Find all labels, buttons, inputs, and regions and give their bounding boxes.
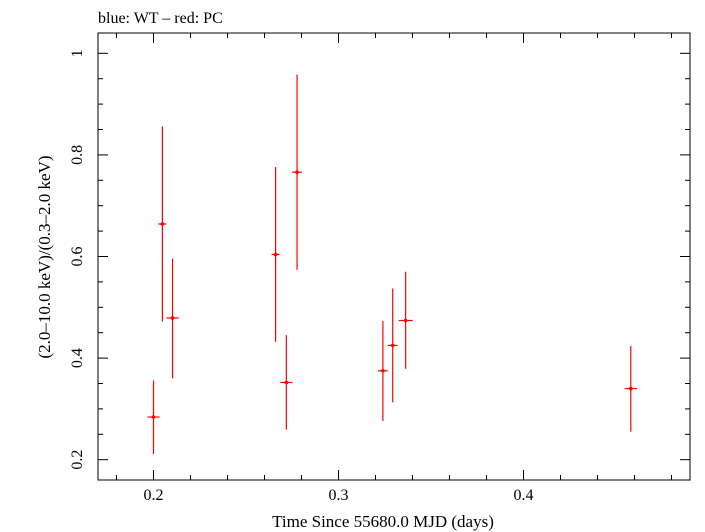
plot-frame (97, 32, 691, 481)
point-marker (284, 380, 289, 385)
x-axis-label: Time Since 55680.0 MJD (days) (272, 512, 494, 531)
y-tick-label: 1 (69, 49, 86, 57)
data-point (398, 271, 413, 369)
x-tick-label: 0.3 (329, 487, 349, 504)
point-marker (390, 343, 395, 348)
y-tick-label: 0.4 (69, 348, 86, 368)
data-point (387, 288, 398, 403)
data-point (166, 258, 179, 379)
data-point (624, 345, 637, 432)
point-marker (629, 386, 633, 391)
point-marker (170, 316, 175, 320)
x-tick-label: 0.2 (144, 487, 164, 504)
axis-ticks: 0.2 0.3 0.4 0.2 0.4 0.6 0.8 1 (69, 33, 690, 504)
y-tick-label: 0.2 (69, 450, 86, 470)
y-tick-label: 0.6 (69, 247, 86, 267)
point-marker (151, 415, 156, 419)
y-tick-label: 0.8 (69, 145, 86, 165)
point-marker (403, 318, 408, 323)
point-marker (160, 222, 165, 226)
x-tick-label: 0.4 (514, 487, 534, 504)
chart-title: blue: WT – red: PC (98, 10, 223, 27)
data-point (147, 380, 160, 455)
data-point (377, 321, 388, 422)
data-points (147, 74, 637, 455)
point-marker (295, 170, 299, 174)
y-axis-label: (2.0–10.0 keV)/(0.3–2.0 keV) (35, 155, 54, 358)
point-marker (381, 368, 385, 373)
data-point (280, 335, 293, 430)
data-point (271, 167, 280, 342)
data-point (158, 126, 167, 322)
data-point (292, 74, 303, 270)
point-marker (273, 252, 278, 257)
